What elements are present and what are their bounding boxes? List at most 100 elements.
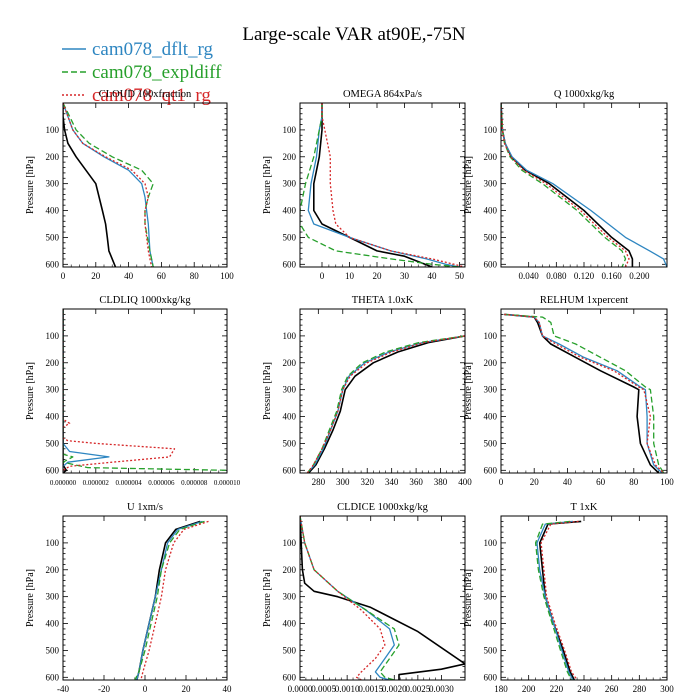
series-group [134, 520, 209, 680]
y-tick-label: 500 [484, 438, 498, 448]
series-line-cam078_dflt_rg [63, 309, 110, 473]
panel-title: OMEGA 864xPa/s [343, 89, 422, 100]
plot-frame [299, 308, 466, 474]
plot-frame [299, 102, 466, 268]
y-tick-label: 600 [283, 465, 297, 475]
y-axis-label: Pressure [hPa] [463, 362, 474, 420]
series-line-cam078_expldiff [63, 309, 227, 471]
chart-panel-9: T 1xK Pressure [hPa] 100 200 300 400 500 600 180… [463, 502, 674, 694]
x-tick-label: 30 [400, 271, 410, 281]
x-tick-label: 260 [605, 684, 619, 694]
x-tick-label: 100 [220, 271, 234, 281]
y-tick-label: 400 [484, 412, 498, 422]
y-tick-label: 400 [283, 412, 297, 422]
y-tick-label: 600 [484, 672, 498, 682]
y-tick-label: 200 [283, 358, 297, 368]
series-line-cam078_qt1_rg [504, 313, 665, 473]
y-tick-label: 500 [283, 438, 297, 448]
legend: cam078_dflt_rgcam078_expldiffcam078_qt1_… [62, 39, 222, 106]
y-tick-label: 600 [46, 465, 60, 475]
series-group [63, 103, 154, 267]
y-tick-label: 300 [46, 385, 60, 395]
y-tick-label: 300 [484, 179, 498, 189]
x-tick-label: 180 [494, 684, 508, 694]
x-tick-label: 0.0025 [405, 684, 430, 694]
panel-title: RELHUM 1xpercent [540, 295, 628, 306]
x-tick-label: 20 [373, 271, 383, 281]
plot-frame [500, 515, 668, 681]
y-tick-label: 500 [46, 438, 60, 448]
y-tick-label: 200 [283, 152, 297, 162]
y-tick-label: 300 [283, 179, 297, 189]
x-tick-label: 0.0005 [311, 684, 336, 694]
x-tick-label: 40 [124, 271, 134, 281]
y-tick-label: 400 [46, 412, 60, 422]
x-tick-label: 400 [458, 477, 472, 487]
series-line-cam078_dflt_rg [536, 520, 574, 680]
y-tick-label: 500 [484, 232, 498, 242]
y-axis-label: Pressure [hPa] [262, 362, 273, 420]
series-line-control [300, 516, 465, 680]
x-tick-label: 0.000004 [115, 479, 142, 487]
x-tick-label: 0.000010 [214, 479, 241, 487]
chart-panel-8: CLDICE 1000xkg/kg Pressure [hPa] 100 200 300… [262, 502, 466, 694]
y-tick-label: 400 [283, 619, 297, 629]
figure-title: Large-scale VAR at90E,-75N [242, 24, 465, 45]
series-line-cam078_expldiff [300, 516, 400, 680]
x-tick-label: 340 [385, 477, 399, 487]
plot-frame [500, 102, 668, 268]
x-tick-label: 0.0030 [429, 684, 454, 694]
x-tick-label: 220 [550, 684, 564, 694]
series-line-cam078_qt1_rg [63, 103, 153, 267]
y-tick-label: 600 [46, 672, 60, 682]
x-tick-label: 300 [660, 684, 674, 694]
x-tick-label: 0 [320, 271, 325, 281]
x-tick-label: 0.040 [519, 271, 540, 281]
series-line-cam078_dflt_rg [136, 520, 203, 680]
x-tick-label: 0 [499, 477, 504, 487]
y-tick-label: 500 [283, 645, 297, 655]
plot-frame [299, 515, 466, 681]
plot-frame [62, 102, 228, 268]
y-axis-label: Pressure [hPa] [262, 156, 273, 214]
y-tick-label: 300 [46, 179, 60, 189]
series-group [306, 335, 465, 473]
series-line-control [504, 313, 660, 473]
y-tick-label: 200 [484, 152, 498, 162]
chart-panel-4: CLDLIQ 1000xkg/kg Pressure [hPa] 100 200 300… [25, 295, 241, 487]
series-line-cam078_dflt_rg [501, 103, 667, 267]
x-tick-label: 50 [455, 271, 465, 281]
y-tick-label: 500 [46, 232, 60, 242]
panel-title: T 1xK [571, 502, 598, 513]
y-axis-label: Pressure [hPa] [262, 569, 273, 627]
plot-frame [62, 308, 228, 474]
plot-frame [62, 515, 228, 681]
panel-title: U 1xm/s [127, 502, 163, 513]
series-line-control [312, 103, 433, 267]
x-tick-label: 0.0010 [335, 684, 360, 694]
y-tick-label: 100 [46, 538, 60, 548]
x-tick-label: 20 [530, 477, 540, 487]
series-group [501, 103, 667, 267]
y-tick-label: 200 [46, 565, 60, 575]
x-tick-label: 40 [223, 684, 233, 694]
y-tick-label: 500 [484, 645, 498, 655]
x-tick-label: 0.120 [574, 271, 595, 281]
series-line-control [501, 103, 634, 267]
x-tick-label: 0.0020 [382, 684, 407, 694]
x-tick-label: 0.0000 [288, 684, 313, 694]
panel-title: Q 1000xkg/kg [554, 89, 615, 100]
legend-label: cam078_expldiff [92, 62, 222, 83]
y-tick-label: 300 [46, 592, 60, 602]
x-tick-label: 240 [577, 684, 591, 694]
series-line-cam078_expldiff [134, 520, 205, 680]
series-group [300, 103, 465, 267]
x-tick-label: 20 [91, 271, 101, 281]
legend-label: cam078_dflt_rg [92, 39, 214, 60]
x-tick-label: 0.000006 [148, 479, 175, 487]
y-tick-label: 200 [283, 565, 297, 575]
series-group [63, 309, 227, 473]
